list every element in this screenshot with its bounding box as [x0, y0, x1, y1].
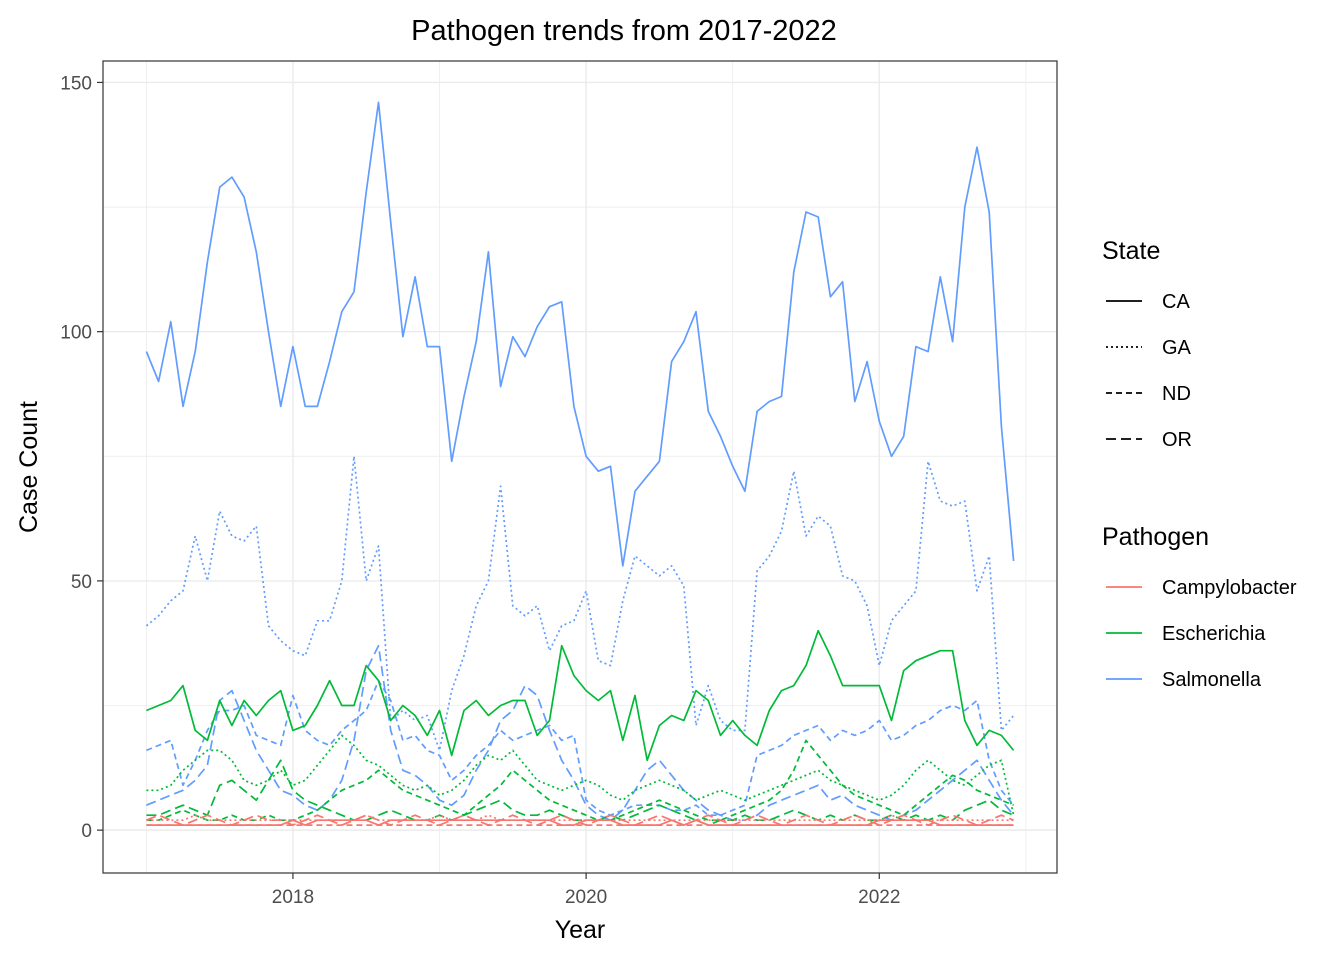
legend-pathogen: Pathogen Campylobacter Escherichia Salmone…: [1102, 523, 1297, 691]
series-line-campylobacter-ga: [146, 814, 1014, 822]
series-lines: [145, 101, 1015, 826]
legend-label-ga: GA: [1162, 337, 1192, 359]
series-line-campylobacter-or: [146, 814, 1014, 826]
legend-label-or: OR: [1162, 429, 1192, 451]
y-tick-label: 100: [60, 323, 92, 344]
x-axis-title: Year: [555, 916, 606, 944]
legend-pathogen-title: Pathogen: [1102, 523, 1209, 551]
y-tick-label: 0: [81, 821, 92, 842]
series-line-salmonella-ga: [145, 455, 1015, 752]
legend-state-title: State: [1102, 237, 1160, 265]
series-line-salmonella-ca: [145, 101, 1015, 567]
legend-state: State CA GA ND OR: [1102, 237, 1192, 451]
y-axis-title: Case Count: [15, 401, 43, 533]
series-line-escherichia-ga: [146, 734, 1015, 816]
x-tick-label: 2018: [272, 887, 314, 908]
legend-label-campylobacter: Campylobacter: [1162, 577, 1297, 599]
minor-gridlines: [103, 61, 1057, 873]
x-axis-ticks: 2018 2020 2022: [272, 873, 900, 908]
y-tick-label: 150: [60, 73, 92, 94]
legend-label-salmonella: Salmonella: [1162, 669, 1262, 691]
x-tick-label: 2022: [858, 887, 900, 908]
y-axis-ticks: 0 50 100 150: [60, 73, 103, 842]
series-line-escherichia-nd: [146, 739, 1014, 822]
y-tick-label: 50: [71, 572, 92, 593]
plot-panel-border: [102, 60, 1058, 874]
major-gridlines: [103, 61, 1057, 873]
series-line-salmonella-or: [146, 644, 1015, 822]
chart-title: Pathogen trends from 2017-2022: [411, 15, 837, 47]
series-line-escherichia-ca: [146, 629, 1015, 762]
legend-label-escherichia: Escherichia: [1162, 623, 1266, 645]
legend-label-nd: ND: [1162, 383, 1191, 405]
x-tick-label: 2020: [565, 887, 607, 908]
legend-label-ca: CA: [1162, 291, 1190, 313]
series-line-salmonella-nd: [146, 679, 1015, 817]
